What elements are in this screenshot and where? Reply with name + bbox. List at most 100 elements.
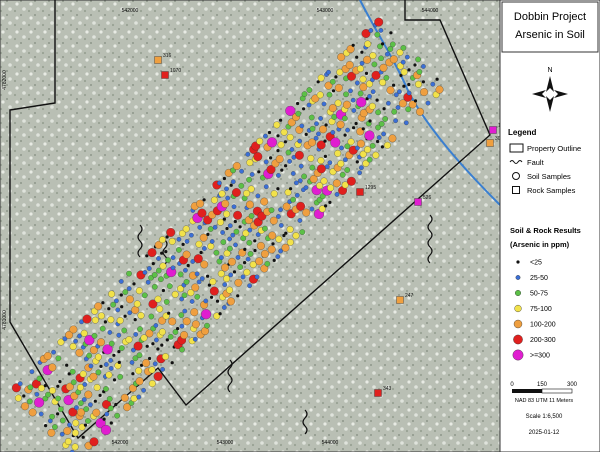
soil-sample [352, 44, 355, 47]
soil-sample [156, 256, 160, 260]
soil-sample [131, 372, 134, 375]
soil-sample [117, 317, 124, 324]
soil-sample [167, 283, 172, 288]
soil-sample [44, 384, 47, 387]
soil-sample [197, 280, 201, 284]
soil-sample [152, 272, 157, 277]
soil-sample [401, 45, 406, 50]
soil-sample [216, 300, 219, 303]
soil-sample [310, 126, 315, 131]
soil-sample [225, 227, 228, 230]
rock-sample [415, 199, 422, 206]
soil-sample [326, 70, 330, 74]
soil-sample [357, 65, 364, 72]
soil-sample [302, 107, 305, 110]
soil-sample [376, 99, 379, 102]
soil-sample [134, 342, 143, 351]
soil-sample [317, 165, 326, 174]
soil-sample [109, 366, 113, 370]
soil-sample [287, 226, 294, 233]
soil-sample [38, 385, 45, 392]
soil-sample [276, 236, 283, 243]
soil-sample [268, 232, 276, 240]
soil-sample [246, 152, 250, 156]
soil-sample [357, 171, 361, 175]
soil-sample [146, 280, 150, 284]
soil-sample [375, 32, 380, 37]
soil-sample [90, 438, 99, 447]
soil-sample [231, 180, 235, 184]
soil-sample [147, 266, 151, 270]
soil-sample [357, 140, 365, 148]
soil-sample [142, 293, 147, 298]
soil-sample [106, 372, 113, 379]
soil-sample [180, 324, 184, 328]
soil-sample [383, 116, 388, 121]
soil-sample [51, 350, 55, 354]
soil-sample [196, 200, 204, 208]
soil-sample [300, 229, 305, 234]
soil-sample [113, 378, 116, 381]
soil-sample [381, 145, 384, 148]
soil-sample [204, 323, 209, 328]
soil-sample [217, 181, 221, 185]
soil-sample [307, 87, 312, 92]
soil-sample [351, 98, 355, 102]
soil-sample [233, 162, 241, 170]
soil-sample [191, 308, 199, 316]
soil-sample [137, 353, 142, 358]
soil-sample [324, 155, 327, 158]
soil-sample [380, 64, 388, 72]
scale-tick: 150 [537, 382, 548, 388]
soil-sample [208, 226, 213, 231]
soil-sample [375, 110, 380, 115]
soil-sample [404, 121, 408, 125]
soil-sample [92, 333, 97, 338]
soil-sample [44, 352, 52, 360]
grid-label: 544000 [322, 440, 339, 446]
soil-sample [362, 127, 365, 130]
soil-sample [291, 171, 295, 175]
soil-sample [56, 356, 61, 361]
soil-sample [246, 177, 251, 182]
soil-sample [298, 139, 302, 143]
soil-sample [154, 323, 158, 327]
soil-sample [108, 358, 112, 362]
soil-sample [436, 78, 439, 81]
soil-sample [276, 155, 284, 163]
soil-sample [422, 80, 425, 83]
soil-sample [202, 246, 206, 250]
soil-sample [162, 289, 165, 292]
soil-sample [123, 289, 128, 294]
soil-sample [344, 134, 347, 137]
soil-sample [141, 388, 145, 392]
soil-sample [182, 243, 185, 246]
soil-sample [322, 102, 326, 106]
soil-sample [406, 107, 411, 112]
soil-sample [196, 241, 203, 248]
soil-sample [276, 254, 280, 258]
soil-sample [119, 345, 124, 350]
soil-sample [153, 362, 157, 366]
soil-sample [155, 296, 162, 303]
soil-sample [328, 161, 332, 165]
soil-sample [219, 191, 226, 198]
soil-sample [269, 156, 272, 159]
soil-sample [56, 385, 59, 388]
soil-sample [45, 392, 50, 397]
soil-sample [171, 266, 175, 270]
soil-sample [35, 392, 39, 396]
north-letter: N [547, 67, 552, 74]
title-box [502, 2, 598, 52]
soil-sample [337, 121, 345, 129]
soil-sample [65, 364, 68, 367]
soil-sample [232, 188, 241, 197]
soil-sample [145, 254, 148, 257]
soil-sample [160, 263, 167, 270]
legend-swatch [515, 305, 522, 312]
soil-sample [235, 279, 243, 287]
soil-sample [109, 341, 114, 346]
rock-sample [155, 57, 162, 64]
soil-sample [279, 119, 282, 122]
soil-sample [108, 316, 115, 323]
